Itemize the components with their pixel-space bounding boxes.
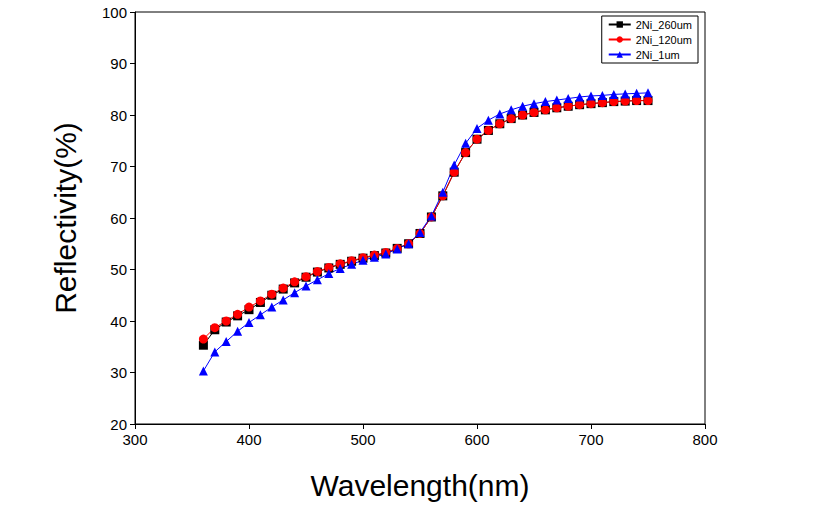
svg-text:70: 70 xyxy=(110,158,127,175)
svg-text:400: 400 xyxy=(236,431,261,448)
svg-text:100: 100 xyxy=(102,4,127,21)
svg-text:Wavelength(nm): Wavelength(nm) xyxy=(311,469,530,502)
svg-text:300: 300 xyxy=(122,431,147,448)
svg-text:600: 600 xyxy=(464,431,489,448)
svg-text:500: 500 xyxy=(350,431,375,448)
svg-text:2Ni_1um: 2Ni_1um xyxy=(636,49,680,61)
svg-text:20: 20 xyxy=(110,416,127,433)
svg-text:700: 700 xyxy=(578,431,603,448)
svg-text:Reflectivity(%): Reflectivity(%) xyxy=(49,122,82,314)
svg-text:40: 40 xyxy=(110,313,127,330)
svg-text:80: 80 xyxy=(110,107,127,124)
svg-text:800: 800 xyxy=(692,431,717,448)
svg-text:60: 60 xyxy=(110,210,127,227)
svg-text:2Ni_260um: 2Ni_260um xyxy=(636,19,692,31)
svg-text:2Ni_120um: 2Ni_120um xyxy=(636,34,692,46)
svg-text:30: 30 xyxy=(110,364,127,381)
svg-text:50: 50 xyxy=(110,261,127,278)
svg-text:90: 90 xyxy=(110,55,127,72)
